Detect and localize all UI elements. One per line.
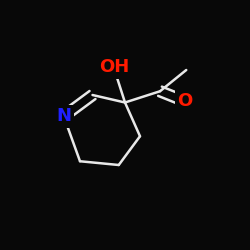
Text: N: N (56, 107, 71, 125)
Text: OH: OH (98, 58, 129, 76)
Text: O: O (178, 92, 192, 110)
